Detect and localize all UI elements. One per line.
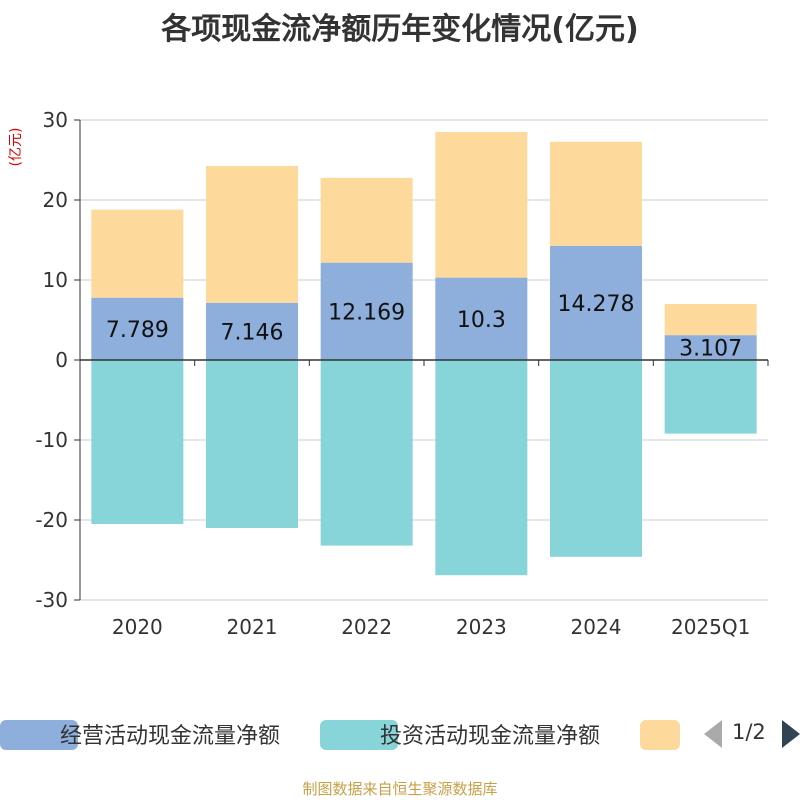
bar-series3-2020 (91, 209, 184, 298)
legend-label-operating[interactable]: 经营活动现金流量净额 (60, 724, 281, 749)
x-tick-label-2022: 2022 (341, 615, 392, 639)
data-label-2022: 12.169 (328, 300, 405, 325)
bar-series3-2024 (550, 141, 642, 246)
bar-investing-2021 (206, 360, 298, 528)
y-tick-label: 20 (43, 188, 68, 212)
bar-investing-2020 (91, 360, 184, 524)
data-label-2023: 10.3 (457, 308, 506, 333)
y-tick-label: -10 (35, 428, 68, 452)
x-tick-label-2025Q1: 2025Q1 (671, 615, 750, 639)
cash-flow-chart: 30 20 10 0 -10 -20 -30 (亿元) 7.789 7.146 12.169 10.3… (8, 108, 769, 639)
legend-swatch-third[interactable] (640, 720, 680, 750)
bar-series3-2023 (435, 132, 528, 278)
source-note: 制图数据来自恒生聚源数据库 (302, 780, 498, 798)
legend: 经营活动现金流量净额 投资活动现金流量净额 1/2 (0, 716, 800, 756)
data-label-2021: 7.146 (221, 320, 284, 345)
bar-investing-2022 (320, 360, 413, 546)
bar-operating-2020 (91, 297, 184, 360)
legend-label-investing[interactable]: 投资活动现金流量净额 (380, 724, 601, 749)
legend-swatch-operating[interactable] (0, 720, 78, 750)
y-tick-label: 10 (43, 268, 68, 292)
bar-operating-2024 (550, 245, 642, 360)
legend-page-indicator: 1/2 (732, 720, 766, 744)
bar-investing-2025Q1 (664, 360, 757, 434)
y-tick-label: -20 (35, 508, 68, 532)
bar-series3-2025Q1 (664, 303, 757, 336)
bar-series3-2021 (206, 166, 298, 303)
legend-next-arrow-icon[interactable] (782, 720, 800, 748)
legend-swatch-investing[interactable] (320, 720, 398, 750)
y-tick-label: 0 (55, 348, 68, 372)
y-tick-label: -30 (35, 588, 68, 612)
bar-operating-2022 (320, 262, 413, 360)
x-tick-label-2020: 2020 (112, 615, 163, 639)
chart-title: 各项现金流净额历年变化情况(亿元) (161, 12, 639, 47)
y-tick-label: 30 (43, 108, 68, 132)
x-tick-label-2023: 2023 (456, 615, 507, 639)
x-tick-label-2024: 2024 (571, 615, 622, 639)
x-tick-label-2021: 2021 (227, 615, 278, 639)
bar-investing-2024 (550, 360, 642, 557)
bar-series3-2022 (320, 177, 413, 263)
bar-investing-2023 (435, 360, 528, 576)
y-axis-unit-label: (亿元) (8, 128, 24, 167)
bar-operating-2023 (435, 277, 528, 360)
bar-operating-2025Q1 (664, 335, 757, 360)
legend-prev-arrow-icon[interactable] (704, 720, 722, 748)
bar-operating-2021 (206, 302, 298, 360)
data-label-2020: 7.789 (106, 318, 169, 343)
data-label-2024: 14.278 (558, 292, 635, 317)
data-label-2025Q1: 3.107 (679, 337, 742, 362)
